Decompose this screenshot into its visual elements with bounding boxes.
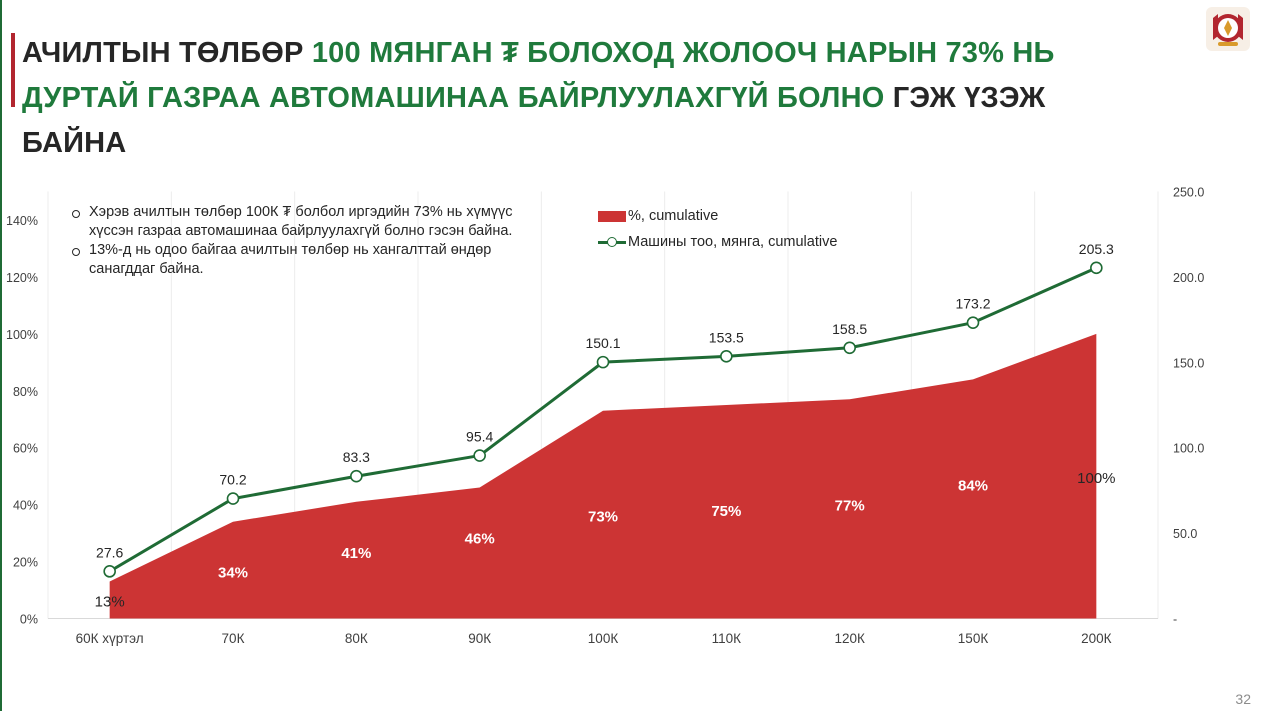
y-right-tick-label: 250.0	[1173, 186, 1204, 200]
y-right-tick-label: 100.0	[1173, 442, 1204, 456]
line-data-label: 150.1	[585, 335, 620, 351]
line-data-label: 70.2	[219, 472, 246, 488]
area-data-label: 75%	[711, 503, 741, 520]
title-part-2-highlight: 100 МЯНГАН ₮ БОЛОХОД ЖОЛООЧ НАРЫН 73% НЬ…	[22, 37, 1055, 114]
y-left-tick-label: 40%	[13, 499, 38, 513]
line-data-label: 83.3	[343, 449, 370, 465]
line-data-label: 95.4	[466, 429, 493, 445]
legend-line-marker	[598, 236, 626, 248]
area-data-label: 77%	[835, 497, 865, 514]
line-point-marker	[966, 316, 980, 329]
y-right-tick-label: 50.0	[1173, 527, 1197, 541]
line-data-label: 205.3	[1079, 241, 1114, 257]
chart-notes: Хэрэв ачилтын төлбөр 100К ₮ болбол иргэд…	[70, 203, 560, 279]
line-point-marker	[1090, 261, 1103, 275]
title-part-1: АЧИЛТЫН ТӨЛБӨР	[22, 37, 312, 69]
line-point-marker	[843, 341, 856, 355]
note-item: Хэрэв ачилтын төлбөр 100К ₮ болбол иргэд…	[70, 203, 560, 241]
note-item: 13%-д нь одоо байгаа ачилтын төлбөр нь х…	[70, 241, 560, 279]
x-tick-label: 200К	[1081, 631, 1112, 646]
line-point-marker	[473, 449, 486, 462]
area-data-label: 46%	[465, 531, 495, 548]
legend-area-label: %, cumulative	[628, 208, 719, 224]
area-data-label: 34%	[218, 565, 248, 582]
area-data-label: 100%	[1077, 470, 1115, 487]
line-point-marker	[103, 565, 116, 578]
x-tick-label: 90К	[468, 631, 491, 646]
y-left-tick-label: 140%	[6, 214, 38, 228]
title-accent-bar	[11, 33, 15, 107]
y-right-tick-label: 150.0	[1173, 356, 1204, 370]
title-part-3: ГЭЖ ҮЗЭЖ БАЙНА	[22, 82, 1046, 159]
slide-edge-rule	[0, 0, 2, 711]
line-data-label: 158.5	[832, 321, 867, 337]
x-tick-label: 70К	[222, 631, 245, 646]
y-right-tick-label: -	[1173, 613, 1177, 627]
x-tick-label: 60К хүртэл	[76, 631, 144, 646]
x-tick-label: 110К	[712, 631, 742, 646]
line-point-marker	[350, 469, 363, 483]
slide-title: АЧИЛТЫН ТӨЛБӨР 100 МЯНГАН ₮ БОЛОХОД ЖОЛО…	[22, 31, 1142, 166]
line-point-marker	[720, 350, 733, 363]
area-data-label: 41%	[341, 545, 371, 562]
y-left-tick-label: 0%	[20, 613, 38, 627]
x-tick-label: 120К	[834, 631, 865, 646]
legend-line-label: Машины тоо, мянга, cumulative	[628, 234, 838, 250]
line-data-label: 27.6	[96, 544, 123, 560]
legend-item-line: Машины тоо, мянга, cumulative	[598, 229, 837, 255]
y-left-tick-label: 120%	[6, 271, 38, 285]
area-data-label: 73%	[588, 509, 618, 526]
x-tick-label: 150К	[958, 631, 989, 646]
x-tick-label: 100К	[588, 631, 619, 646]
area-data-label: 13%	[95, 594, 125, 611]
y-left-tick-label: 20%	[13, 556, 38, 570]
line-point-marker	[226, 492, 240, 505]
line-data-label: 173.2	[955, 296, 990, 312]
y-right-tick-label: 200.0	[1173, 271, 1204, 285]
y-left-tick-label: 100%	[6, 328, 38, 342]
line-data-label: 153.5	[709, 329, 744, 345]
page-number: 32	[1235, 691, 1251, 707]
chart-legend: %, cumulative Машины тоо, мянга, cumulat…	[598, 203, 837, 255]
area-data-label: 84%	[958, 477, 988, 494]
line-point-marker	[596, 355, 610, 369]
x-tick-label: 80К	[345, 631, 368, 646]
legend-area-swatch	[598, 210, 626, 222]
legend-item-area: %, cumulative	[598, 203, 837, 229]
area-series-cumulative-percent	[109, 333, 1097, 619]
emblem-logo	[1206, 7, 1250, 51]
y-left-tick-label: 80%	[13, 385, 38, 399]
y-left-tick-label: 60%	[13, 442, 38, 456]
